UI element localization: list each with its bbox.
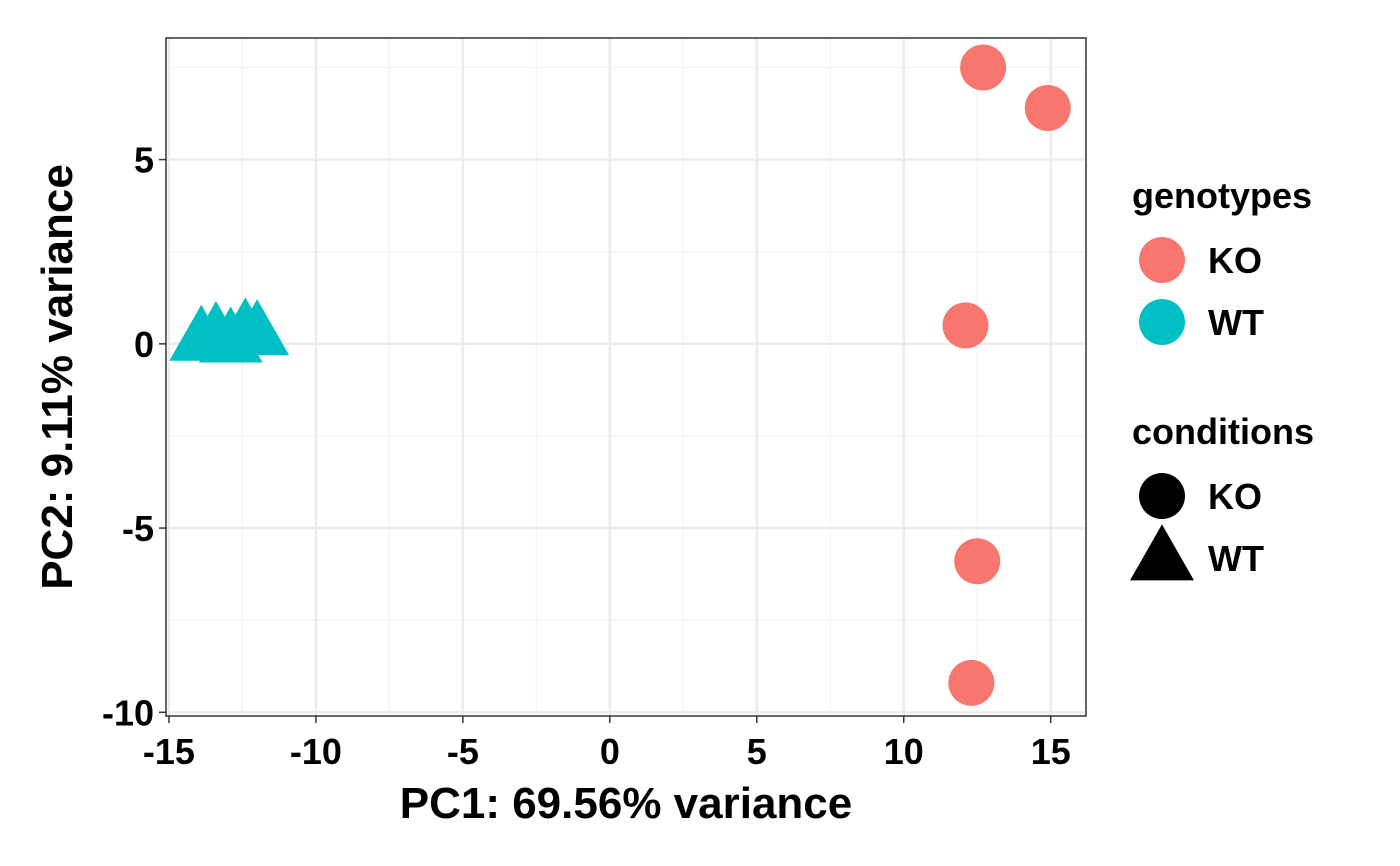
axis-tick-labels: -15 -10 -5 0 5 10 15-10-505 [102, 140, 1071, 772]
y-tick-label: 0 [134, 324, 154, 365]
legend-label: KO [1208, 476, 1262, 517]
x-tick-label: 5 [747, 731, 767, 772]
data-point-circle [942, 302, 989, 349]
legend-label: WT [1208, 538, 1264, 579]
legend-label: WT [1208, 302, 1264, 343]
y-tick-label: 5 [134, 140, 154, 181]
axis-ticks [159, 158, 1052, 723]
x-tick-label: 15 [1031, 731, 1071, 772]
y-tick-label: -10 [102, 692, 154, 733]
data-point-circle [960, 44, 1007, 91]
data-point-circle [954, 538, 1001, 585]
data-point-circle [948, 659, 995, 706]
x-tick-label: -5 [447, 731, 479, 772]
data-point-circle [1024, 85, 1071, 132]
legend-title: conditions [1132, 411, 1314, 452]
panel-border [165, 37, 1087, 717]
x-tick-label: 10 [884, 731, 924, 772]
legend-key-color [1139, 237, 1185, 283]
legend-key-circle [1139, 473, 1185, 519]
legend-title: genotypes [1132, 175, 1312, 216]
legend: genotypes KO WT conditions KO WT [1130, 175, 1314, 581]
minor-gridlines [166, 38, 1086, 716]
x-tick-label: -15 [143, 731, 195, 772]
legend-key-triangle [1130, 524, 1194, 581]
y-tick-label: -5 [122, 508, 154, 549]
x-axis-title: PC1: 69.56% variance [400, 779, 853, 828]
panel-background [166, 38, 1086, 716]
x-tick-label: 0 [600, 731, 620, 772]
legend-label: KO [1208, 240, 1262, 281]
x-tick-label: -10 [290, 731, 342, 772]
data-point-triangle [225, 299, 290, 356]
legend-key-color [1139, 299, 1185, 345]
y-axis-title: PC2: 9.11% variance [33, 164, 82, 590]
data-points [169, 44, 1071, 706]
major-gridlines [166, 38, 1086, 716]
